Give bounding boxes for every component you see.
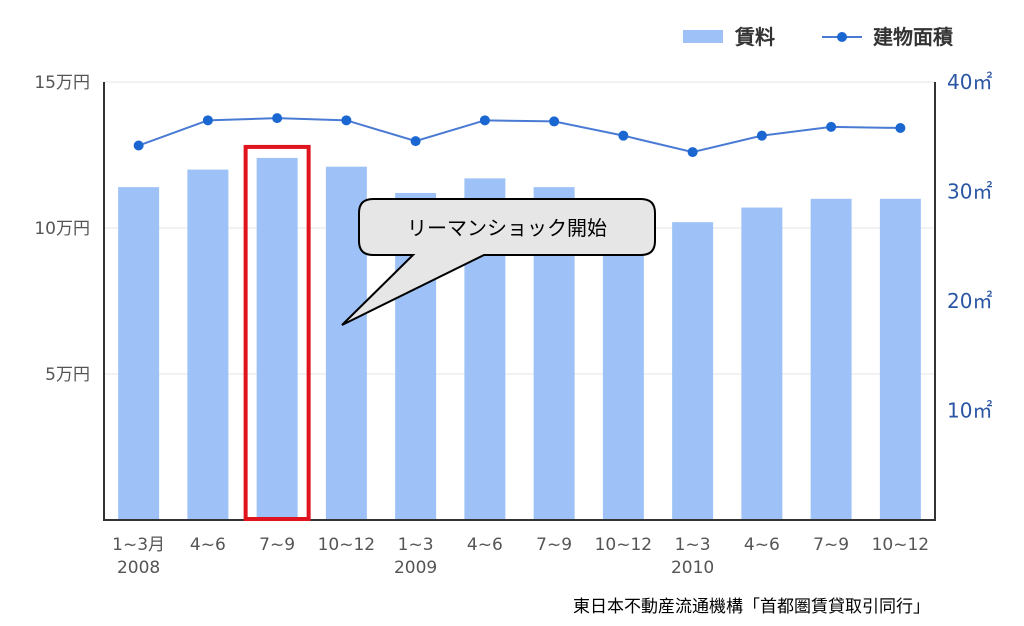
point-area-3 [341,115,352,126]
tick-right-1: 20㎡ [947,289,992,313]
callout: リーマンショック開始 [341,198,656,326]
tick-x-7: 10~12 [595,535,653,555]
tick-x-6: 7~9 [536,535,572,555]
bar-rent-2 [256,157,298,521]
point-area-7 [618,130,629,141]
highlight-box [243,144,311,521]
point-area-6 [549,116,560,127]
point-area-2 [272,113,283,124]
point-area-1 [202,115,213,126]
tick-labels: 5万円 10万円 15万円 10㎡ 20㎡ 30㎡ 40㎡ 1~3月 4~6 7~9 10~12 1~… [34,70,992,578]
tick-x-2: 7~9 [259,535,295,555]
point-area-8 [687,147,698,158]
tick-left-0: 5万円 [45,365,90,385]
tick-x-8: 1~3 [675,535,711,555]
bar-rent-8 [672,222,714,520]
tick-right-2: 30㎡ [947,180,992,204]
tick-year-2010: 2010 [671,558,714,578]
tick-x-9: 4~6 [744,535,780,555]
line-area [138,117,901,154]
area-line [133,113,906,158]
legend-swatch-area-marker [837,32,847,42]
highlight [243,144,311,521]
source-note: 東日本不動産流通機構「首都圏賃貸取引同行」 [573,597,930,617]
bar-rent-10 [810,198,852,521]
callout-bubble [341,198,656,326]
bar-rent-0 [118,187,160,520]
tick-left-2: 15万円 [34,73,90,93]
tick-right-3: 40㎡ [947,70,992,94]
point-area-11 [895,122,906,133]
tick-right-0: 10㎡ [947,399,992,423]
legend: 賃料 建物面積 [683,25,954,49]
tick-year-2008: 2008 [117,558,160,578]
axes [103,82,936,521]
point-area-5 [479,115,490,126]
tick-year-2009: 2009 [394,558,437,578]
tick-x-1: 4~6 [190,535,226,555]
rent-bars [118,157,921,521]
legend-label-rent: 賃料 [734,25,775,49]
point-area-0 [133,140,144,151]
point-area-4 [410,136,421,147]
legend-swatch-rent [683,30,723,43]
tick-x-10: 7~9 [813,535,849,555]
tick-x-5: 4~6 [467,535,503,555]
tick-x-0: 1~3月 [112,535,165,555]
callout-text: リーマンショック開始 [407,216,607,240]
bar-rent-9 [741,207,783,520]
tick-left-1: 10万円 [34,219,90,239]
bar-rent-1 [187,169,229,520]
tick-x-11: 10~12 [872,535,930,555]
bar-rent-11 [879,198,921,521]
tick-x-4: 1~3 [398,535,434,555]
point-area-10 [826,121,837,132]
point-area-9 [756,130,767,141]
tick-x-3: 10~12 [318,535,376,555]
legend-label-area: 建物面積 [873,25,954,49]
